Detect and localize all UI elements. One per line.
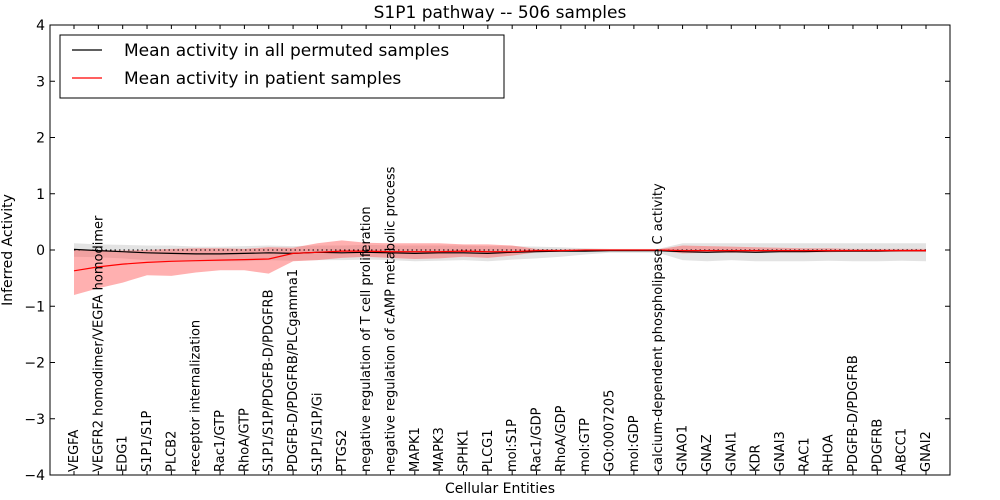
chart-title: S1P1 pathway -- 506 samples bbox=[374, 3, 627, 23]
y-tick-label: 0 bbox=[36, 243, 45, 259]
x-tick-label: receptor internalization bbox=[189, 320, 204, 472]
legend-label-patient: Mean activity in patient samples bbox=[124, 69, 401, 89]
x-tick-label: SPHK1 bbox=[457, 429, 472, 472]
x-tick-label: GNAI3 bbox=[773, 431, 788, 472]
legend: Mean activity in all permuted samples Me… bbox=[59, 34, 505, 99]
x-tick-label: S1P1/S1P/PDGFB-D/PDGFRB bbox=[262, 289, 277, 472]
x-axis-ticks bbox=[73, 25, 927, 475]
y-axis-label: Inferred Activity bbox=[0, 194, 16, 306]
y-tick-label: 2 bbox=[36, 131, 45, 147]
x-tick-label: PLCG1 bbox=[481, 429, 496, 472]
series-line-permuted bbox=[73, 248, 926, 255]
x-tick-label: PTGS2 bbox=[335, 430, 350, 472]
x-tick-label: negative regulation of T cell proliferat… bbox=[359, 206, 374, 472]
confidence-band-patient bbox=[74, 240, 926, 295]
x-axis-label: Cellular Entities bbox=[445, 481, 555, 497]
legend-label-permuted: Mean activity in all permuted samples bbox=[124, 41, 449, 61]
y-tick-label: −1 bbox=[24, 299, 45, 315]
x-tick-label: KDR bbox=[749, 444, 764, 472]
y-axis-ticks: −4 −3 −2 −1 0 1 2 3 4 bbox=[24, 18, 950, 484]
x-tick-label: PDGFB-D/PDGFRB bbox=[846, 355, 861, 472]
x-tick-label: mol:GDP bbox=[627, 415, 642, 472]
y-tick-label: 1 bbox=[36, 187, 45, 203]
x-tick-label: negative regulation of cAMP metabolic pr… bbox=[384, 166, 399, 472]
y-tick-label: −2 bbox=[24, 356, 45, 372]
x-tick-label: Rac1/GTP bbox=[213, 410, 228, 472]
series-lines bbox=[73, 248, 926, 272]
plot-frame bbox=[49, 24, 951, 476]
x-tick-label: PDGFRB bbox=[870, 419, 885, 472]
x-tick-label: Rac1/GDP bbox=[530, 407, 545, 472]
x-tick-label: EDG1 bbox=[116, 435, 131, 472]
x-tick-label: GNAI1 bbox=[724, 431, 739, 472]
y-tick-label: −3 bbox=[24, 412, 45, 428]
x-tick-label: GNAZ bbox=[700, 434, 715, 472]
y-tick-label: 4 bbox=[36, 18, 45, 34]
confidence-bands bbox=[74, 240, 926, 295]
legend-box bbox=[59, 34, 505, 99]
x-tick-label: RHOA bbox=[822, 434, 837, 472]
x-tick-label: GO:0007205 bbox=[603, 390, 618, 472]
x-tick-label: S1P1/S1P/Gi bbox=[310, 393, 325, 472]
x-tick-label: S1P1/S1P bbox=[140, 410, 155, 472]
x-tick-label: calcium-dependent phospholipase C activi… bbox=[651, 183, 666, 472]
x-tick-label: RhoA/GTP bbox=[237, 408, 252, 472]
x-tick-label: mol:S1P bbox=[505, 419, 520, 472]
x-tick-label: ABCC1 bbox=[895, 428, 910, 472]
x-tick-label: VEGFA bbox=[67, 430, 82, 472]
x-tick-label: RAC1 bbox=[797, 437, 812, 472]
x-axis-tick-labels: VEGFA VEGFR2 homodimer/VEGFA homodimer EDG… bbox=[67, 166, 934, 472]
series-line-patient bbox=[73, 249, 926, 272]
x-tick-label: PDGFB-D/PDGFRB/PLCgamma1 bbox=[286, 269, 301, 472]
x-tick-label: mol:GTP bbox=[578, 418, 593, 472]
x-tick-label: GNAI2 bbox=[919, 431, 934, 472]
x-tick-label: PLCB2 bbox=[164, 431, 179, 472]
x-tick-label: MAPK1 bbox=[408, 427, 423, 472]
x-tick-label: MAPK3 bbox=[432, 427, 447, 472]
y-tick-label: 3 bbox=[36, 74, 45, 90]
x-tick-label: GNAO1 bbox=[676, 425, 691, 472]
x-tick-label: RhoA/GDP bbox=[554, 405, 569, 472]
y-tick-label: −4 bbox=[24, 468, 45, 484]
x-tick-label: VEGFR2 homodimer/VEGFA homodimer bbox=[91, 215, 106, 472]
